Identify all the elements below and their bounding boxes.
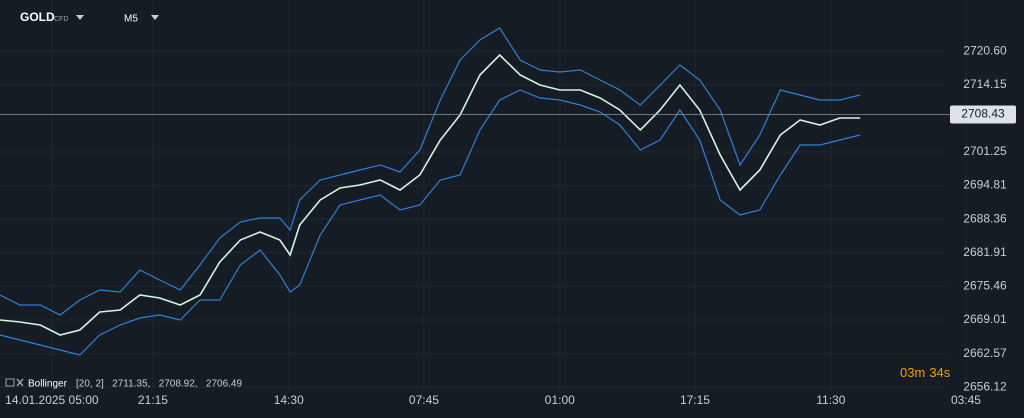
indicator-legend: [20, 2] 2711.35, 2708.92, 2706.49 — [76, 379, 242, 390]
indicator-remove-icon[interactable] — [16, 378, 24, 387]
countdown-seconds-unit: s — [944, 365, 951, 380]
x-tick-label: 17:15 — [680, 393, 710, 407]
countdown-minutes: 03 — [900, 365, 914, 380]
timeframe[interactable]: M5 — [124, 14, 138, 25]
countdown: 03m 34s — [900, 365, 951, 380]
series-line — [0, 89, 861, 356]
y-tick-label: 2720.60 — [963, 43, 1007, 57]
indicator-name: Bollinger — [28, 379, 68, 390]
x-tick-label: 21:15 — [138, 393, 168, 407]
current-price-box — [950, 105, 1016, 124]
x-tick-label: 01:00 — [545, 393, 575, 407]
indicator-settings-icon[interactable] — [5, 378, 15, 387]
y-tick-label: 2662.57 — [963, 346, 1007, 360]
x-tick-label: 03:45 — [951, 393, 981, 407]
y-tick-label: 2675.46 — [963, 279, 1007, 293]
market: CFD — [54, 16, 68, 23]
x-tick-label: 14.01.2025 05:00 — [5, 393, 99, 407]
x-tick-label: 07:45 — [409, 393, 439, 407]
grid — [0, 0, 967, 392]
series-line — [0, 53, 861, 336]
y-tick-label: 2669.01 — [963, 312, 1007, 326]
x-tick-label: 11:30 — [816, 393, 845, 407]
symbol[interactable]: GOLD — [20, 10, 55, 24]
axes: 2720.60 2714.15 2701.25 2694.81 2688.36 2681.… — [5, 43, 1016, 407]
series-line — [0, 27, 861, 316]
y-tick-label: 2694.81 — [963, 178, 1007, 192]
y-tick-label: 2714.15 — [963, 77, 1007, 91]
y-tick-label: 2656.12 — [963, 379, 1007, 393]
current-price-label: 2708.43 — [961, 107, 1005, 121]
x-tick-label: 14:30 — [274, 393, 304, 407]
symbol-dropdown[interactable] — [76, 15, 84, 20]
y-tick-label: 2681.91 — [963, 245, 1007, 259]
y-tick-label: 2701.25 — [963, 144, 1007, 158]
countdown-seconds: 34 — [929, 365, 943, 380]
timeframe-dropdown[interactable] — [151, 15, 159, 20]
y-tick-label: 2688.36 — [963, 211, 1007, 225]
plot — [0, 27, 950, 356]
countdown-minutes-unit: m — [914, 365, 925, 380]
